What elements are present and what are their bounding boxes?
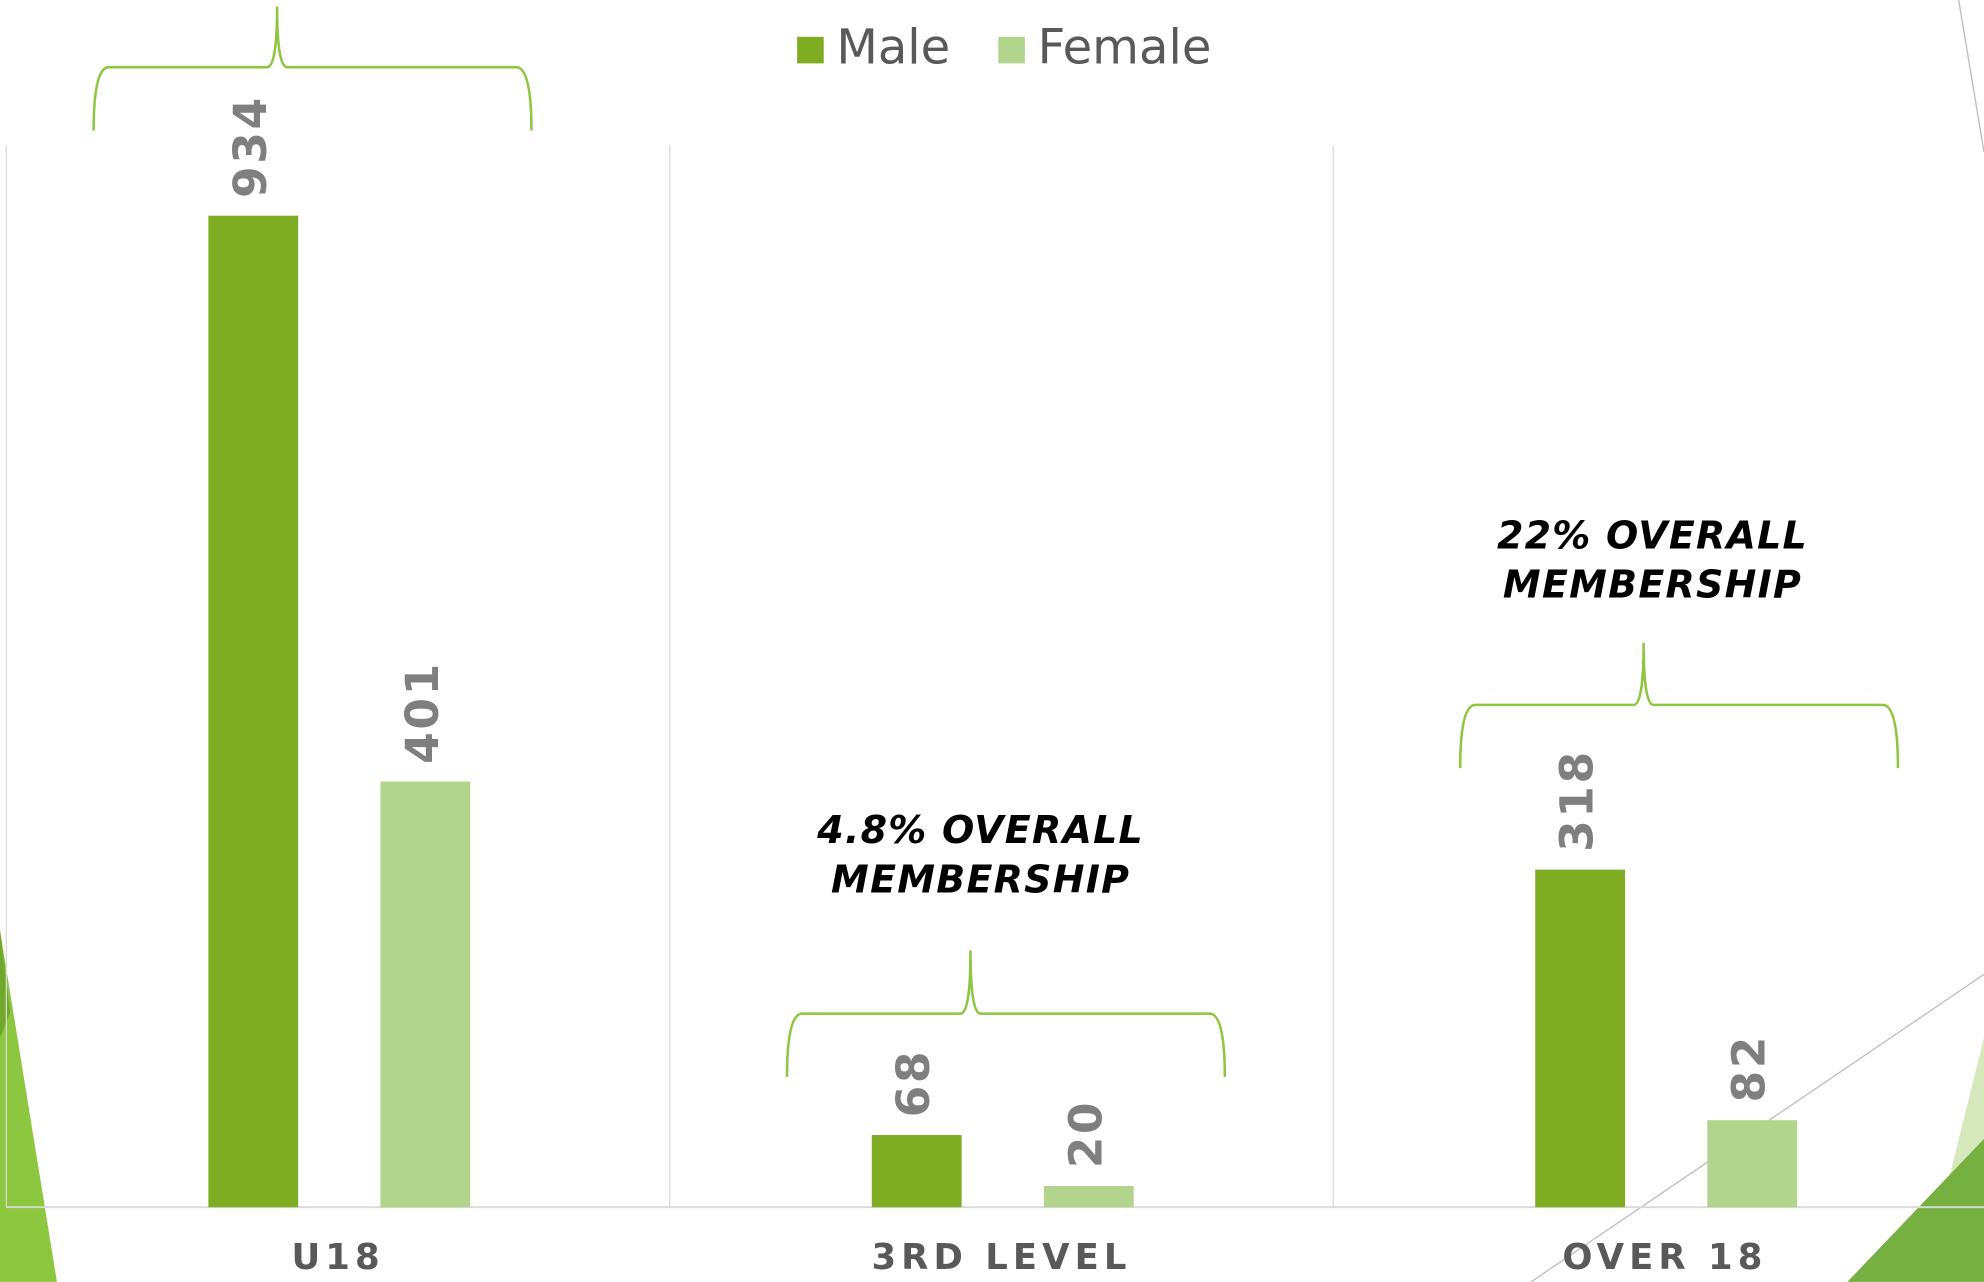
legend-swatch [797,36,824,64]
value-label: 82 [1723,1034,1776,1102]
deco-triangle [1847,1138,1984,1282]
brace [785,950,1227,1077]
legend-swatch [998,36,1025,64]
legend: Male Female [797,20,1211,76]
bar [871,1135,962,1208]
brace [1458,642,1900,769]
bar [1535,869,1626,1208]
bar [1707,1120,1798,1208]
annotation: 22% OVERALL [1497,513,1808,557]
deco-line [1958,0,1984,153]
legend-label: Female [1038,20,1212,76]
annotation: 4.8% OVERALL [816,808,1144,852]
deco-triangle [0,930,11,1038]
bar [380,781,471,1208]
x-tick-label: OVER 18 [1562,1237,1767,1278]
deco-triangle [0,930,57,1282]
value-label: 318 [1551,749,1604,852]
value-label: 20 [1059,1100,1112,1168]
bar [208,215,299,1208]
x-tick-label: 3RD LEVEL [871,1237,1131,1278]
annotation: MEMBERSHIP [1503,563,1802,607]
value-label: 68 [887,1049,940,1117]
bar [1043,1185,1134,1208]
x-tick-label: U18 [291,1237,384,1278]
annotation: MEMBERSHIP [831,858,1130,902]
value-label: 401 [396,661,449,764]
brace [92,6,533,131]
legend-label: Male [836,20,950,76]
value-label: 934 [224,95,277,198]
